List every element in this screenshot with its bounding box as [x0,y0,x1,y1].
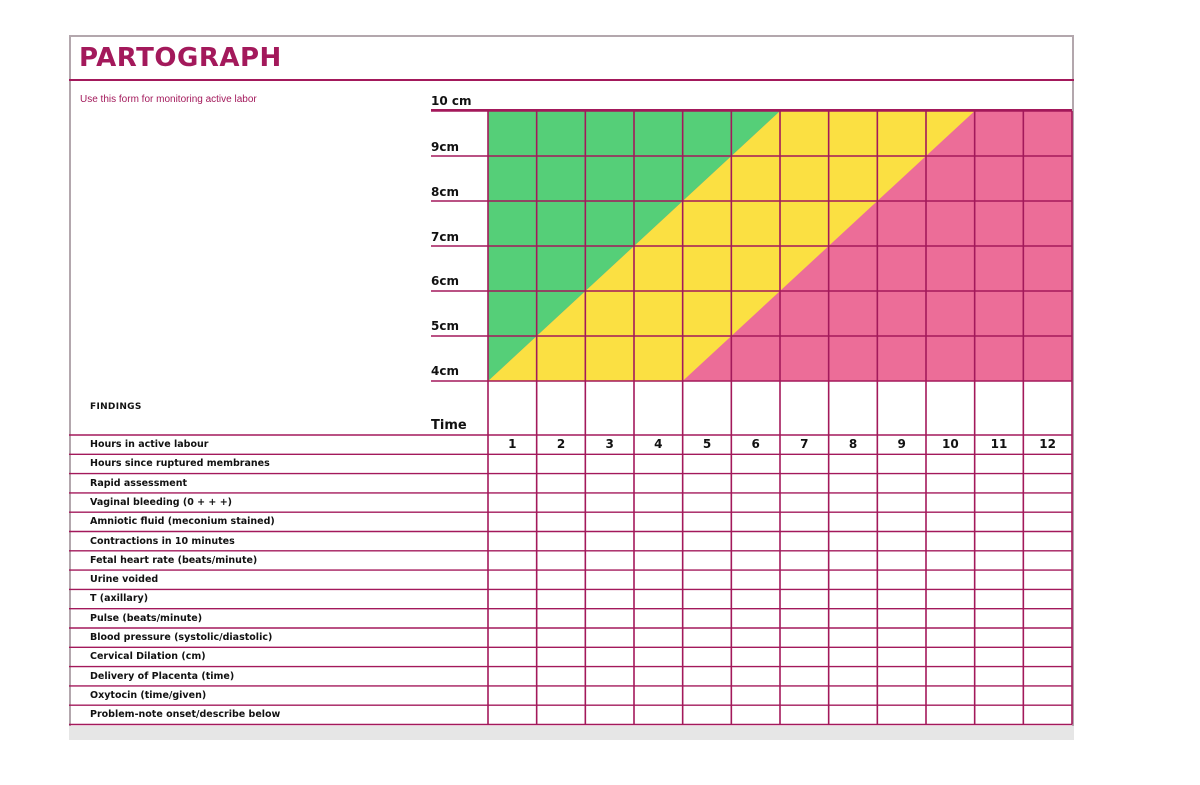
findings-row-label: Rapid assessment [90,477,188,489]
hour-header: 5 [702,437,712,451]
findings-heading: FINDINGS [90,402,142,412]
dilation-label-10: 10 cm [431,94,472,108]
findings-row-label: Delivery of Placenta (time) [90,670,235,682]
findings-row-label: Oxytocin (time/given) [90,689,207,701]
findings-row-label: Hours since ruptured membranes [90,458,270,470]
page-title: PARTOGRAPH [79,43,282,73]
dilation-label-6: 6cm [431,274,459,288]
dilation-label-8: 8cm [431,185,459,199]
findings-row-label: Pulse (beats/minute) [90,612,203,624]
findings-row-label: Contractions in 10 minutes [90,535,235,547]
findings-row-label: Amniotic fluid (meconium stained) [90,516,275,528]
hour-header: 2 [556,437,566,451]
hour-header: 10 [941,437,959,451]
hour-header: 4 [654,437,663,451]
findings-row-label: Cervical Dilation (cm) [90,651,206,663]
hour-header: 9 [897,437,906,451]
findings-row-label: Problem-note onset/describe below [90,709,281,721]
dilation-label-4: 4cm [431,364,459,378]
findings-row-label: Blood pressure (systolic/diastolic) [90,632,273,643]
title-box: PARTOGRAPH [69,35,1074,81]
findings-row-label: Fetal heart rate (beats/minute) [90,554,258,566]
hour-header: 6 [751,437,760,451]
form-instructions: Use this form for monitoring active labo… [80,94,257,105]
time-heading: Time [431,418,467,433]
hour-header: 11 [990,437,1008,451]
hour-header: 8 [848,437,858,451]
findings-row-label: Urine voided [90,574,159,586]
hour-header: 7 [800,437,809,451]
hour-header: 1 [508,437,517,451]
hour-header: 3 [605,437,614,451]
hour-header: 12 [1039,437,1056,451]
ten-cm-line [431,109,1072,111]
dilation-label-9: 9cm [431,140,459,154]
dilation-label-7: 7cm [431,230,459,244]
dilation-label-5: 5cm [431,319,459,333]
findings-row-label: Vaginal bleeding (0 + + +) [90,496,233,508]
findings-row-label: Hours in active labour [90,439,209,450]
bottom-strip [69,726,1074,740]
findings-row-label: T (axillary) [90,593,149,605]
